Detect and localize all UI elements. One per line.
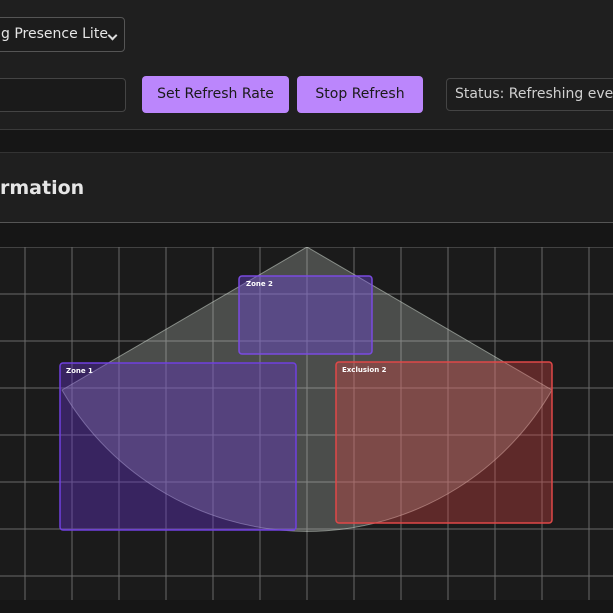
refresh-input[interactable] bbox=[0, 78, 126, 112]
status-box: Status: Refreshing every 5 bbox=[446, 78, 613, 111]
exclusion-rect[interactable] bbox=[335, 361, 553, 524]
zone-label: Exclusion 2 bbox=[342, 366, 387, 374]
zone-rect[interactable] bbox=[59, 362, 297, 531]
stop-refresh-button[interactable]: Stop Refresh bbox=[297, 76, 423, 113]
grid bbox=[0, 247, 613, 600]
zone-label: Zone 2 bbox=[246, 280, 273, 288]
section-header: rmation bbox=[0, 152, 613, 223]
sensor-fov bbox=[61, 247, 553, 532]
zone-rect[interactable] bbox=[238, 275, 373, 355]
zone-label: Zone 1 bbox=[66, 367, 93, 375]
set-refresh-button[interactable]: Set Refresh Rate bbox=[142, 76, 289, 113]
zone-map: Zone 2 Zone 1 Exclusion 2 bbox=[0, 247, 613, 600]
device-select[interactable]: g Presence Lite bbox=[0, 17, 125, 52]
